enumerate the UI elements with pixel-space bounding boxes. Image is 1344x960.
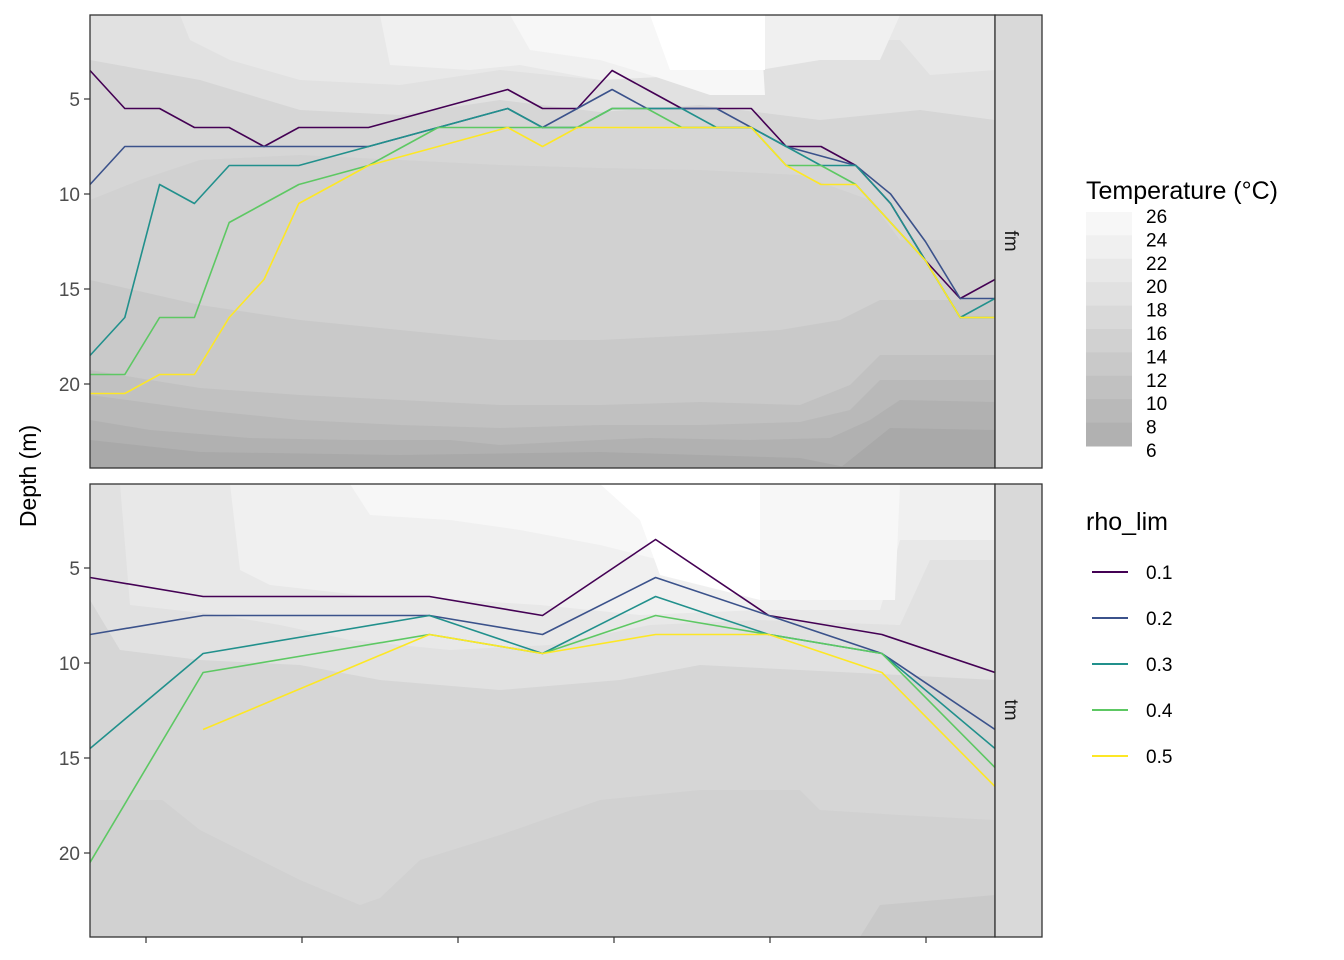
temperature-legend-label: 12 bbox=[1146, 371, 1167, 392]
temperature-legend-label: 18 bbox=[1146, 301, 1167, 322]
series-line-tm-0.2 bbox=[90, 576, 995, 731]
panel-tm: tm bbox=[89, 483, 1043, 938]
temperature-color-swatch bbox=[1086, 235, 1132, 260]
y-tick-label: 10 bbox=[59, 654, 80, 675]
temperature-color-swatch bbox=[1086, 422, 1132, 447]
temperature-legend-label: 20 bbox=[1146, 277, 1167, 298]
strip-fm: fm bbox=[994, 14, 1043, 469]
strip-tm: tm bbox=[994, 483, 1043, 938]
panel-fm: fm bbox=[89, 14, 1043, 469]
temperature-color-swatch bbox=[1086, 352, 1132, 377]
temperature-legend-label: 8 bbox=[1146, 418, 1157, 439]
y-tick-label: 5 bbox=[69, 90, 80, 111]
rho-legend-label: 0.1 bbox=[1146, 563, 1172, 584]
temperature-contours-fm bbox=[90, 15, 995, 468]
y-tick-label: 20 bbox=[59, 375, 80, 396]
temperature-legend-label: 24 bbox=[1146, 230, 1168, 251]
temperature-legend-label: 26 bbox=[1146, 207, 1167, 228]
y-axis: 5 10 15 20 5 10 15 20 bbox=[59, 90, 90, 865]
temperature-color-swatch bbox=[1086, 212, 1132, 236]
strip-label-tm: tm bbox=[1000, 699, 1021, 720]
rho-lim-legend-title: rho_lim bbox=[1086, 508, 1168, 536]
temperature-color-swatch bbox=[1086, 258, 1132, 283]
y-tick-label: 10 bbox=[59, 185, 80, 206]
temperature-color-swatch bbox=[1086, 305, 1132, 330]
series-line-fm-0.5 bbox=[90, 126, 995, 395]
series-line-fm-0.4 bbox=[90, 107, 995, 376]
rho-lim-legend: rho_lim 0.1 0.2 0.3 0.4 0.5 bbox=[1086, 508, 1173, 768]
temperature-color-swatch bbox=[1086, 375, 1132, 400]
temperature-legend-label: 6 bbox=[1146, 441, 1157, 462]
temperature-legend-label: 16 bbox=[1146, 324, 1167, 345]
y-axis-title: Depth (m) bbox=[15, 425, 41, 527]
rho-legend-label: 0.4 bbox=[1146, 701, 1173, 722]
temperature-color-swatch bbox=[1086, 399, 1132, 424]
temperature-legend-title: Temperature (°C) bbox=[1086, 177, 1278, 205]
series-line-tm-0.1 bbox=[90, 538, 995, 674]
temperature-color-swatch bbox=[1086, 329, 1132, 353]
temperature-color-swatch bbox=[1086, 282, 1132, 307]
rho-legend-label: 0.2 bbox=[1146, 609, 1172, 630]
temperature-legend-label: 10 bbox=[1146, 394, 1167, 415]
y-tick-label: 15 bbox=[59, 749, 80, 770]
series-line-fm-0.1 bbox=[90, 69, 995, 300]
temperature-legend-label: 22 bbox=[1146, 254, 1167, 275]
y-tick-label: 15 bbox=[59, 280, 80, 301]
y-tick-label: 20 bbox=[59, 844, 80, 865]
series-line-tm-0.5 bbox=[202, 633, 995, 788]
x-axis bbox=[145, 937, 927, 943]
strip-label-fm: fm bbox=[1000, 230, 1021, 251]
temperature-legend-label: 14 bbox=[1146, 347, 1168, 368]
temperature-contours-tm bbox=[90, 484, 995, 937]
y-tick-label: 5 bbox=[69, 559, 80, 580]
rho-legend-label: 0.3 bbox=[1146, 655, 1172, 676]
rho-legend-label: 0.5 bbox=[1146, 747, 1172, 768]
